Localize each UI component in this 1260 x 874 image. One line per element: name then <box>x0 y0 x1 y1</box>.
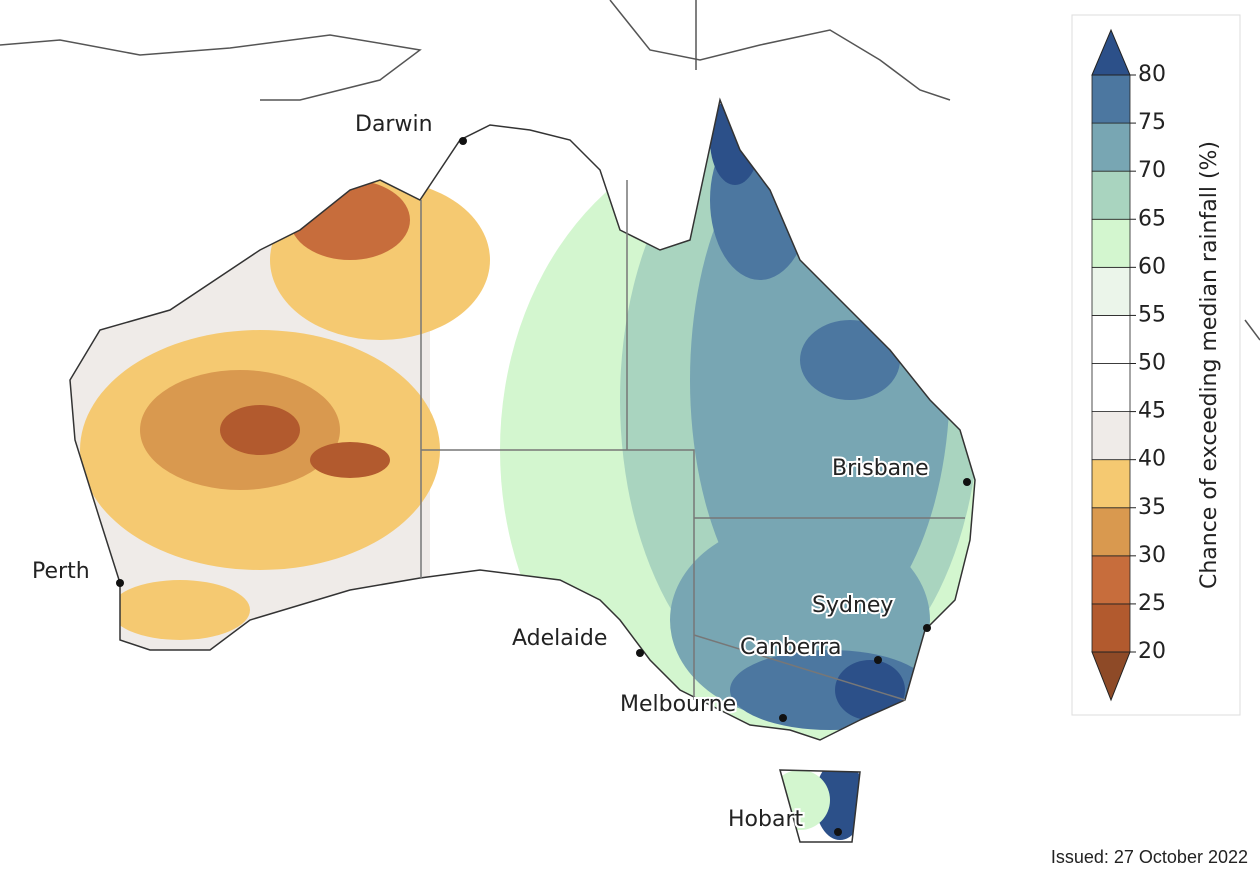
city-label: Melbourne <box>620 692 736 717</box>
city-label: Hobart <box>728 807 803 832</box>
colorbar-bin <box>1091 218 1131 268</box>
legend-tick-label: 50 <box>1138 351 1166 376</box>
legend-tick-label: 25 <box>1138 591 1166 616</box>
city-label: Sydney <box>812 593 893 618</box>
city-dot <box>963 478 971 486</box>
legend-tick-label: 60 <box>1138 254 1166 279</box>
city-dot <box>459 137 467 145</box>
city-dot <box>834 828 842 836</box>
legend-tick-label: 30 <box>1138 543 1166 568</box>
legend-tick-label: 20 <box>1138 639 1166 664</box>
colorbar-bin <box>1091 411 1131 461</box>
legend: 20 25 30 35 40 45 50 55 60 65 70 75 80 Chance of exc… <box>1071 14 1241 716</box>
legend-tick-label: 80 <box>1138 62 1166 87</box>
city-label: Canberra <box>740 635 841 660</box>
borders <box>69 97 976 843</box>
colorbar-bin <box>1091 363 1131 412</box>
legend-tick-label: 65 <box>1138 206 1166 231</box>
colorbar-bin <box>1091 555 1131 605</box>
legend-tick-label: 35 <box>1138 495 1166 520</box>
colorbar-bin <box>1091 459 1131 509</box>
legend-tick-label: 55 <box>1138 302 1166 327</box>
city-dot <box>923 624 931 632</box>
colorbar-bin <box>1091 170 1131 220</box>
legend-tick-label: 70 <box>1138 158 1166 183</box>
colorbar-bin <box>1091 603 1131 653</box>
colorbar-bin <box>1091 266 1131 316</box>
city-dot <box>779 714 787 722</box>
city-dot <box>116 579 124 587</box>
legend-title: Chance of exceeding median rainfall (%) <box>1197 141 1222 589</box>
colorbar-bin <box>1091 74 1131 124</box>
colorbar-bin <box>1091 122 1131 172</box>
issued-date: Issued: 27 October 2022 <box>1051 847 1248 867</box>
colorbar-bin <box>1091 315 1131 364</box>
forecast-map <box>70 100 975 842</box>
city-label: Perth <box>32 559 90 584</box>
colorbar: 20 25 30 35 40 45 50 55 60 65 70 75 80 <box>1091 28 1166 702</box>
legend-tick-label: 45 <box>1138 399 1166 424</box>
city-dot <box>874 656 882 664</box>
city-label: Adelaide <box>512 626 607 651</box>
city-dot <box>636 649 644 657</box>
colorbar-bin <box>1091 507 1131 557</box>
neighbour-coastlines <box>0 0 1260 341</box>
legend-tick-label: 75 <box>1138 110 1166 135</box>
legend-tick-label: 40 <box>1138 447 1166 472</box>
cities: Darwin Perth Adelaide Melbourne Hobart Canber… <box>30 110 971 836</box>
city-label: Darwin <box>355 112 433 137</box>
colorbar-over <box>1091 28 1131 76</box>
city-label: Brisbane <box>832 456 929 481</box>
colorbar-under <box>1091 651 1131 702</box>
